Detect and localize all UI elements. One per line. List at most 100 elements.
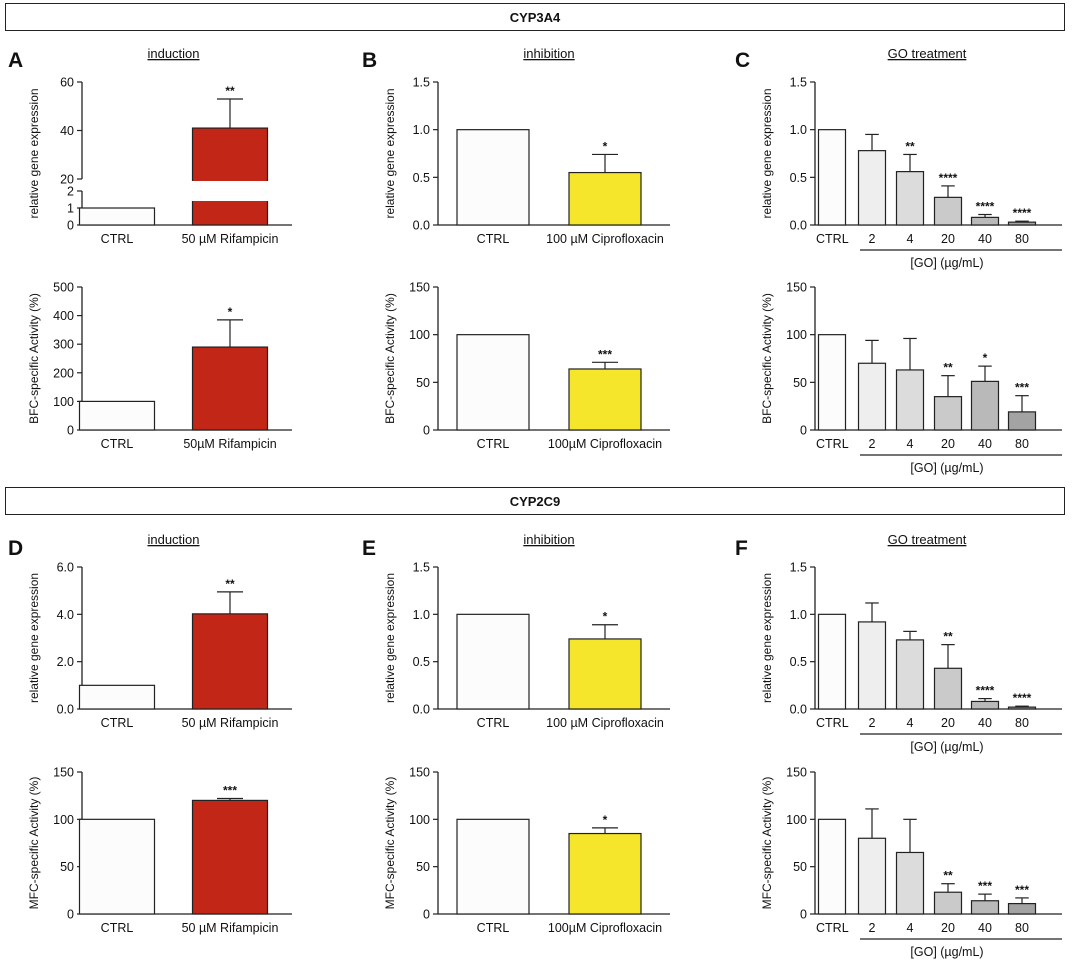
e-top-panel-title: inhibition: [523, 532, 574, 547]
f-bot-significance-label: ***: [1015, 883, 1029, 897]
d-bot-bar: [191, 799, 269, 915]
f-top-category-label: 40: [978, 716, 992, 730]
c-top-y-tick-label: 1.0: [790, 123, 807, 137]
f-top-category-label: 80: [1015, 716, 1029, 730]
f-top-group-label: [GO] (µg/mL): [910, 740, 983, 754]
c-bot-bar: [1007, 411, 1037, 431]
b-top-category-label: CTRL: [477, 232, 510, 246]
f-bot-bar: [1007, 902, 1037, 915]
c-top-category-label: CTRL: [816, 232, 849, 246]
c-top-panel-title: GO treatment: [888, 46, 967, 61]
c-bot-bar: [970, 380, 1000, 431]
f-bot-y-tick-label: 100: [786, 813, 807, 827]
d-bot-y-tick-label: 150: [53, 766, 74, 780]
a-top-significance-label: **: [225, 84, 235, 98]
b-top-y-axis-label: relative gene expression: [383, 88, 397, 218]
d-top-category-label: 50 µM Rifampicin: [182, 716, 279, 730]
f-bot-bar: [895, 851, 925, 915]
c-top-y-axis-label: relative gene expression: [760, 88, 774, 218]
b-bot-category-label: CTRL: [477, 437, 510, 451]
e-top-y-axis-label: relative gene expression: [383, 573, 397, 703]
c-top-bar: [1007, 221, 1037, 226]
b-bot-bar: [456, 334, 530, 431]
c-bot-bar: [817, 334, 847, 431]
f-bot-category-label: 4: [907, 921, 914, 935]
f-top-category-label: 2: [869, 716, 876, 730]
e-top-y-tick-label: 1.5: [413, 561, 430, 575]
e-top-y-tick-label: 0.0: [413, 703, 430, 717]
a-top-bar: [191, 127, 269, 226]
f-top-category-label: 20: [941, 716, 955, 730]
e-bot-y-axis-label: MFC-specific Activity (%): [383, 777, 397, 910]
f-top-bar: [857, 621, 887, 710]
b-bot-y-tick-label: 0: [423, 424, 430, 438]
f-bot-y-tick-label: 150: [786, 766, 807, 780]
e-top-category-label: CTRL: [477, 716, 510, 730]
f-top-significance-label: ****: [976, 684, 995, 698]
c-top-category-label: 4: [907, 232, 914, 246]
b-top-panel-letter: B: [362, 49, 377, 72]
c-bot-bar: [895, 369, 925, 431]
c-top-group-label: [GO] (µg/mL): [910, 256, 983, 270]
f-top-bar: [817, 613, 847, 710]
e-bot-bar: [456, 818, 530, 915]
a-bot-category-label: CTRL: [101, 437, 134, 451]
c-top-y-tick-label: 1.5: [790, 76, 807, 90]
e-bot-y-tick-label: 0: [423, 908, 430, 922]
b-top-bar: [568, 171, 642, 226]
c-bot-bar: [933, 396, 963, 431]
c-top-significance-label: ****: [976, 200, 995, 214]
a-bot-bar: [78, 400, 156, 431]
c-top-category-label: 80: [1015, 232, 1029, 246]
f-bot-y-tick-label: 50: [793, 860, 807, 874]
d-bot-y-tick-label: 100: [53, 813, 74, 827]
d-top-panel-letter: D: [8, 537, 23, 560]
e-top-y-tick-label: 0.5: [413, 655, 430, 669]
a-bot-y-tick-label: 300: [53, 338, 74, 352]
c-top-significance-label: ****: [939, 171, 958, 185]
b-top-y-tick-label: 1.5: [413, 76, 430, 90]
d-top-bar: [191, 613, 269, 710]
c-bot-significance-label: **: [943, 361, 953, 375]
a-top-panel-letter: A: [8, 49, 23, 72]
c-bot-y-tick-label: 50: [793, 376, 807, 390]
c-bot-category-label: 2: [869, 437, 876, 451]
a-top-y-tick-label: 2: [67, 185, 74, 199]
e-top-category-label: 100 µM Ciprofloxacin: [546, 716, 664, 730]
b-top-y-tick-label: 0.0: [413, 219, 430, 233]
c-top-significance-label: **: [905, 139, 915, 153]
b-bot-category-label: 100µM Ciprofloxacin: [548, 437, 662, 451]
b-bot-bar: [568, 368, 642, 431]
f-bot-bar: [933, 891, 963, 915]
b-bot-y-tick-label: 50: [416, 376, 430, 390]
f-bot-y-tick-label: 0: [800, 908, 807, 922]
a-top-axis-break-gap: [190, 189, 270, 201]
a-top-y-tick-label: 40: [60, 124, 74, 138]
b-bot-y-tick-label: 100: [409, 328, 430, 342]
c-bot-y-tick-label: 0: [800, 424, 807, 438]
section-header-cyp3a4: CYP3A4: [5, 3, 1065, 31]
a-bot-y-tick-label: 0: [67, 424, 74, 438]
e-top-bar: [568, 638, 642, 710]
e-bot-category-label: 100µM Ciprofloxacin: [548, 921, 662, 935]
c-bot-category-label: CTRL: [816, 437, 849, 451]
f-top-category-label: 4: [907, 716, 914, 730]
e-bot-y-tick-label: 50: [416, 860, 430, 874]
f-top-panel-title: GO treatment: [888, 532, 967, 547]
e-bot-y-tick-label: 100: [409, 813, 430, 827]
a-bot-y-tick-label: 400: [53, 309, 74, 323]
b-bot-y-axis-label: BFC-specific Activity (%): [383, 293, 397, 424]
c-top-bar: [857, 150, 887, 226]
d-bot-bar: [78, 818, 156, 915]
d-top-y-tick-label: 4.0: [57, 608, 74, 622]
c-bot-category-label: 40: [978, 437, 992, 451]
f-bot-category-label: CTRL: [816, 921, 849, 935]
f-top-significance-label: ****: [1013, 691, 1032, 705]
f-bot-bar: [857, 837, 887, 915]
a-top-category-label: CTRL: [101, 232, 134, 246]
b-bot-significance-label: ***: [598, 347, 612, 361]
b-top-panel-title: inhibition: [523, 46, 574, 61]
d-top-y-tick-label: 0.0: [57, 703, 74, 717]
f-top-panel-letter: F: [735, 537, 748, 560]
